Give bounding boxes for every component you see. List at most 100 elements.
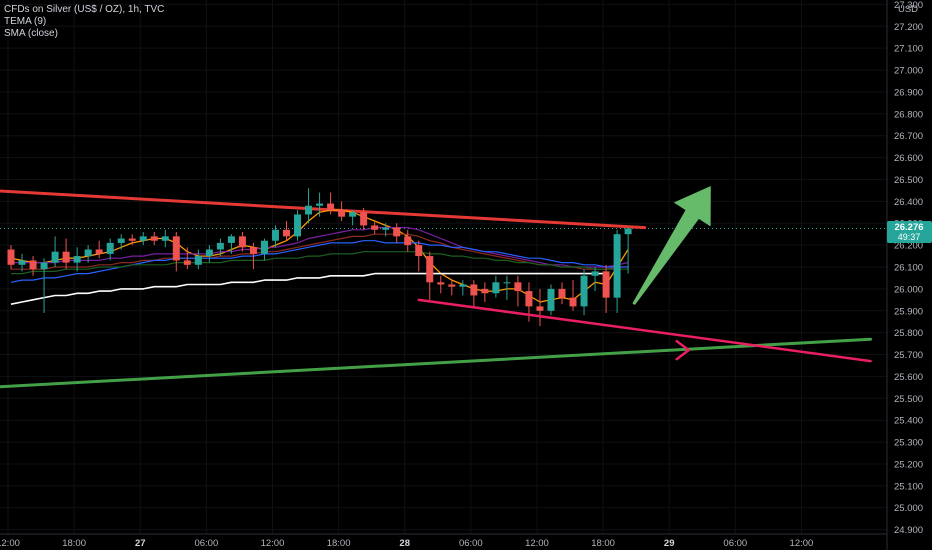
- candle-body: [305, 205, 313, 215]
- candle: [161, 229, 169, 248]
- candle: [558, 282, 566, 305]
- candle-body: [448, 284, 456, 287]
- price-tick-label: 25.900: [894, 306, 923, 317]
- candle-body: [40, 262, 48, 270]
- candle: [117, 234, 125, 250]
- price-tick-label: 25.700: [894, 350, 923, 361]
- price-axis[interactable]: 27.300 27.200 27.100 27.000 26.900 26.800 26.7…: [894, 0, 923, 536]
- support-line: [0, 337, 873, 389]
- price-tick-label: 26.000: [894, 284, 923, 295]
- time-tick-label: 18:00: [62, 538, 86, 549]
- candle-body: [106, 242, 114, 254]
- indicator-sma[interactable]: SMA (close): [4, 28, 58, 39]
- candle-body: [459, 284, 467, 287]
- candle-body: [591, 271, 599, 276]
- candle-body: [569, 297, 577, 307]
- candle: [305, 188, 313, 224]
- price-tick-label: 25.300: [894, 438, 923, 449]
- price-tick-label: 25.800: [894, 328, 923, 339]
- price-tick-label: 26.800: [894, 109, 923, 120]
- candle: [382, 223, 390, 237]
- candle: [150, 231, 158, 246]
- candle-body: [150, 236, 158, 241]
- time-tick-label: 06:00: [194, 538, 218, 549]
- candle-body: [161, 236, 169, 241]
- price-tick-label: 26.500: [894, 175, 923, 186]
- candle-body: [249, 247, 257, 254]
- candle: [514, 275, 522, 307]
- candle: [503, 275, 511, 300]
- time-tick-label: 28: [399, 538, 410, 549]
- time-tick-label: 27: [135, 538, 146, 549]
- price-tick-label: 26.600: [894, 153, 923, 164]
- candle: [7, 245, 15, 270]
- candle-body: [294, 214, 302, 237]
- price-tick-label: 27.000: [894, 66, 923, 77]
- candle: [426, 251, 434, 300]
- candle-body: [18, 260, 26, 265]
- candle: [84, 245, 92, 263]
- candle-body: [536, 306, 544, 311]
- candle-body: [117, 238, 125, 243]
- candle: [448, 280, 456, 296]
- candle-body: [73, 256, 81, 263]
- candle-body: [624, 228, 632, 235]
- candle-body: [492, 282, 500, 294]
- candle: [338, 201, 346, 222]
- candle-body: [470, 284, 478, 296]
- candle: [360, 207, 368, 230]
- price-tick-label: 26.400: [894, 197, 923, 208]
- candle: [238, 231, 246, 252]
- candle-body: [260, 240, 268, 254]
- price-tick-label: 25.100: [894, 481, 923, 492]
- candle: [569, 280, 577, 311]
- candle: [371, 221, 379, 235]
- candle-body: [128, 238, 136, 241]
- candle: [492, 275, 500, 298]
- candle: [128, 234, 136, 246]
- price-tick-label: 27.200: [894, 22, 923, 33]
- drawing-overlays: [417, 186, 872, 363]
- symbol-title[interactable]: CFDs on Silver (US$ / OZ), 1h, TVC: [4, 4, 165, 15]
- price-axis-bg: [887, 0, 932, 550]
- candle-body: [95, 249, 103, 254]
- candle: [194, 249, 202, 270]
- candle-body: [404, 236, 412, 246]
- candle-body: [183, 260, 191, 265]
- time-tick-label: 12:00: [0, 538, 20, 549]
- price-tick-label: 25.000: [894, 503, 923, 514]
- candle: [327, 192, 335, 215]
- ma-line: [11, 227, 629, 268]
- candle: [580, 269, 588, 316]
- candle-body: [602, 271, 610, 298]
- candle: [404, 229, 412, 252]
- time-tick-label: 06:00: [459, 538, 483, 549]
- candle-body: [382, 227, 390, 230]
- indicator-tema[interactable]: TEMA (9): [4, 16, 47, 27]
- candle-body: [283, 229, 290, 237]
- candle: [18, 253, 26, 272]
- candle: [349, 210, 357, 226]
- candle-body: [62, 251, 70, 263]
- candle-body: [227, 236, 235, 243]
- candle: [613, 229, 621, 313]
- candle: [249, 242, 257, 270]
- candle: [29, 256, 37, 276]
- time-axis[interactable]: 12:00 18:00 27 06:00 12:00 18:00 28 06:00 12:00 1…: [0, 538, 813, 549]
- price-tick-label: 27.100: [894, 44, 923, 55]
- candle: [316, 192, 324, 217]
- candle-body: [525, 291, 533, 307]
- candle-body: [7, 249, 15, 265]
- candle-body: [216, 242, 224, 250]
- candle-body: [194, 256, 202, 265]
- candle: [602, 264, 610, 313]
- candle-body: [613, 234, 621, 298]
- price-tick-label: 25.500: [894, 394, 923, 405]
- candle-body: [558, 288, 566, 298]
- candle-body: [51, 251, 59, 263]
- candle-body: [415, 245, 423, 257]
- green-up-arrow: [632, 186, 711, 305]
- candle: [294, 210, 302, 241]
- price-tick-label: 27.300: [894, 0, 923, 11]
